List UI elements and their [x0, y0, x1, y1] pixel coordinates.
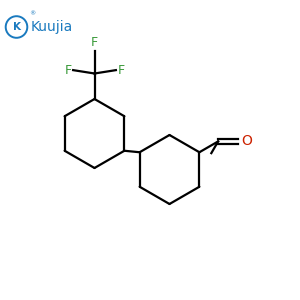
Text: ®: ® [29, 11, 35, 16]
Text: O: O [241, 134, 252, 148]
Text: K: K [13, 22, 20, 32]
Text: F: F [117, 64, 124, 76]
Text: F: F [91, 37, 98, 50]
Text: F: F [64, 64, 72, 76]
Text: Kuujia: Kuujia [31, 20, 73, 34]
